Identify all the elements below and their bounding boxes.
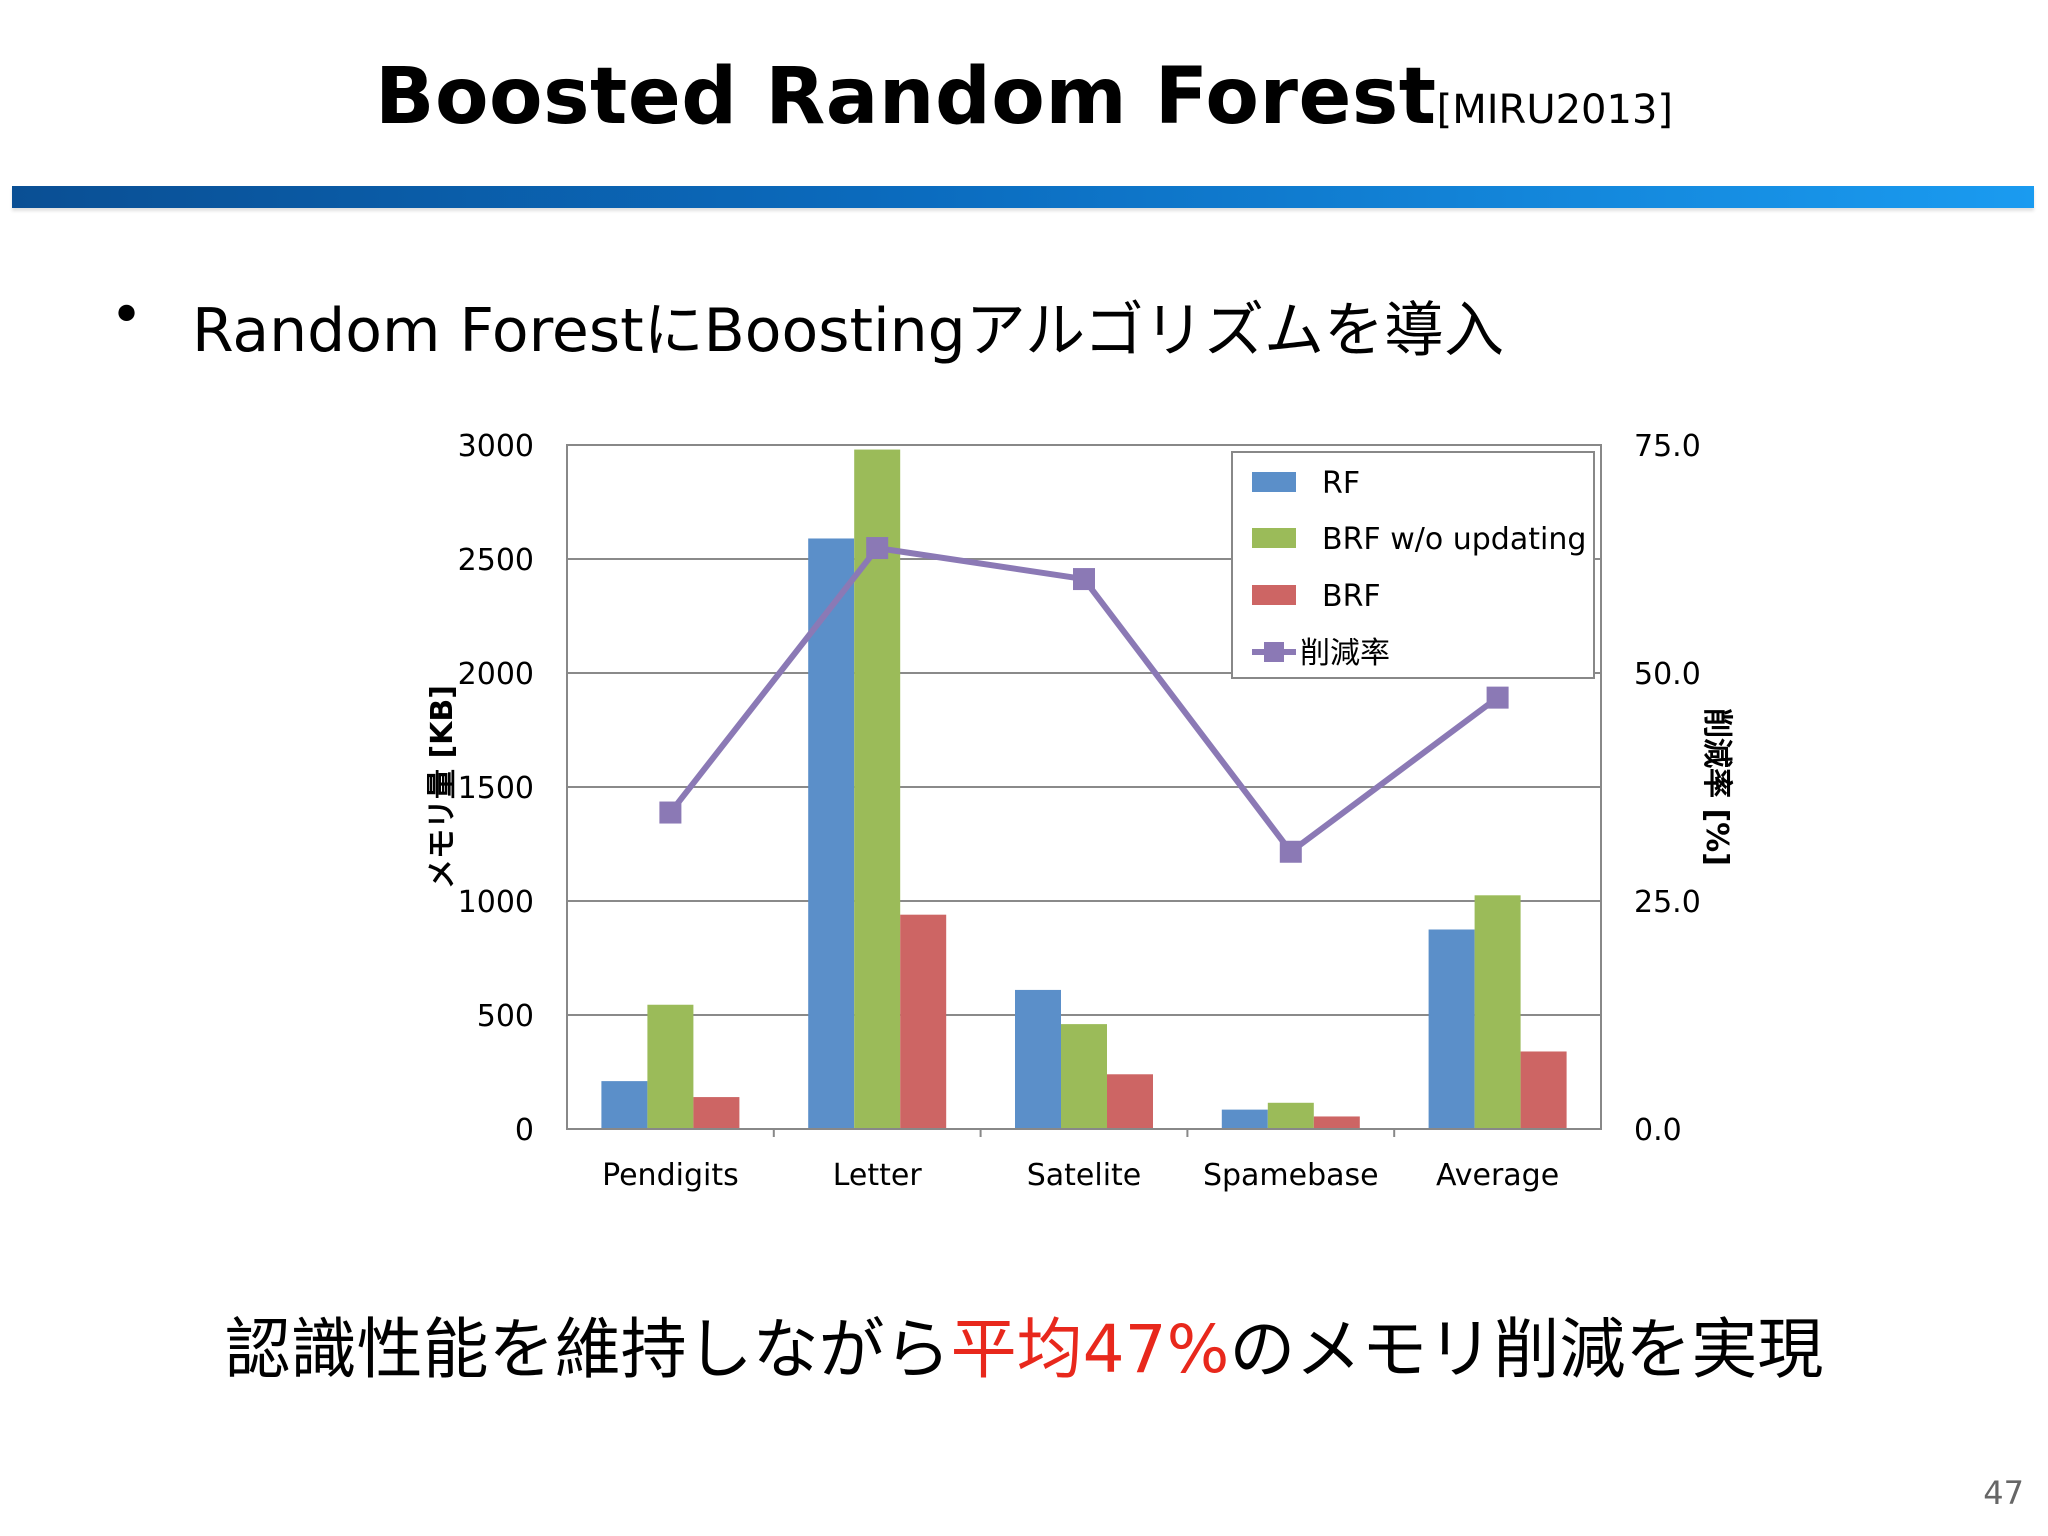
bar-brf-w-o-updating (1474, 895, 1521, 1129)
conclusion-highlight: 平均47% (950, 1311, 1230, 1388)
conclusion-post: のメモリ削減を実現 (1229, 1311, 1824, 1388)
bar-rf (601, 1081, 648, 1129)
y2-tick-label: 25.0 (1634, 885, 1701, 920)
legend-label: 削減率 (1300, 636, 1390, 671)
title-reference: [MIRU2013] (1436, 87, 1673, 133)
title-main: Boosted Random Forest (375, 52, 1437, 142)
plot-frame (566, 444, 1602, 1130)
bar-brf-w-o-updating (647, 1004, 694, 1129)
conclusion-pre: 認識性能を維持しながら (224, 1311, 951, 1388)
y-axis-title: メモリ量 [KB] (425, 685, 460, 889)
legend-swatch (1252, 472, 1296, 492)
y2-tick-label: 0.0 (1634, 1113, 1682, 1148)
bar-brf (1107, 1074, 1153, 1129)
legend-label: BRF w/o updating (1322, 522, 1586, 557)
bar-brf (693, 1097, 740, 1129)
reduction-rate-marker (866, 537, 889, 560)
bar-brf (1313, 1116, 1360, 1129)
legend: RF BRF w/o updating BRF 削減率 (1231, 451, 1595, 679)
y-tick-label: 1500 (458, 771, 534, 806)
title-underline-bar (12, 186, 2034, 208)
y2-tick-label: 50.0 (1634, 657, 1701, 692)
slide-title: Boosted Random Forest[MIRU2013] (0, 52, 2048, 142)
page-number: 47 (1983, 1474, 2024, 1512)
bars-layer (601, 449, 1567, 1129)
legend-label: BRF (1322, 579, 1381, 614)
bar-rf (1428, 929, 1475, 1129)
reduction-rate-marker (1073, 568, 1095, 591)
legend-swatch (1252, 585, 1296, 605)
bar-brf-w-o-updating (1267, 1102, 1314, 1129)
bar-brf-w-o-updating (1061, 1024, 1107, 1129)
bar-brf (900, 914, 947, 1129)
y-tick-label: 3000 (458, 429, 534, 464)
x-tick-label: Average (1436, 1158, 1559, 1193)
reduction-rate-marker (1486, 686, 1509, 709)
reduction-rate-marker (659, 801, 682, 824)
line-layer (659, 537, 1509, 863)
x-tick-label: Spamebase (1203, 1158, 1379, 1193)
bar-rf (808, 538, 855, 1129)
y-tick-label: 500 (477, 999, 534, 1034)
y2-tick-label: 75.0 (1634, 429, 1701, 464)
labels-layer: 0 500 1000 1500 2000 2500 3000 0.0 25.0 50.0 75.0 P… (425, 429, 1734, 1193)
y-tick-label: 1000 (458, 885, 534, 920)
x-tick-label: Pendigits (602, 1158, 739, 1193)
conclusion-text: 認識性能を維持しながら平均47%のメモリ削減を実現 (0, 1296, 2048, 1392)
y-tick-label: 2500 (458, 543, 534, 578)
x-tick-label: Letter (833, 1158, 923, 1193)
x-tick-marks (772, 1129, 1396, 1137)
y-tick-label: 2000 (458, 657, 534, 692)
bullet-marker: • (110, 283, 144, 348)
legend-swatch (1252, 528, 1296, 548)
bullet-text: Random ForestにBoostingアルゴリズムを導入 (192, 296, 1504, 366)
y-tick-label: 0 (515, 1113, 534, 1148)
legend-marker-swatch (1264, 642, 1284, 662)
bar-brf (1520, 1051, 1567, 1129)
reduction-rate-marker (1279, 840, 1302, 863)
bar-rf (1221, 1109, 1268, 1129)
x-tick-label: Satelite (1027, 1158, 1142, 1193)
bar-rf (1015, 989, 1061, 1129)
legend-label: RF (1322, 466, 1360, 501)
y2-axis-title: 削減率 [%] (1699, 708, 1734, 866)
